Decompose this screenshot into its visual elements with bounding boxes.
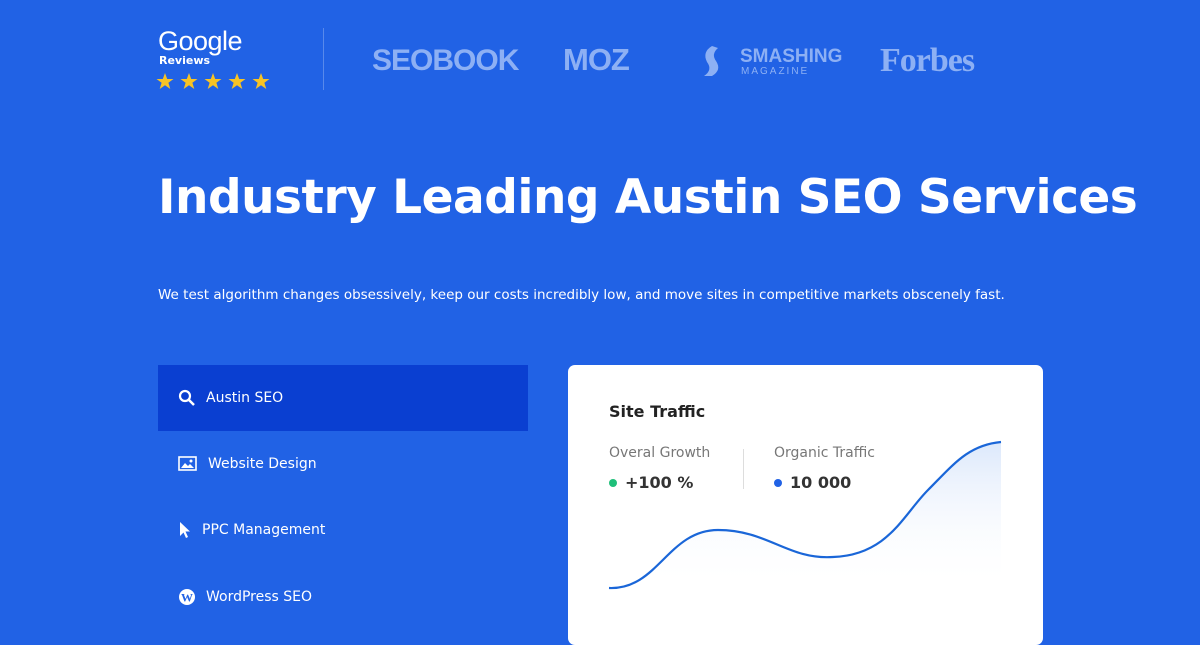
stat-value-text: +100 % — [625, 473, 694, 492]
card-title: Site Traffic — [609, 402, 706, 421]
stat-value-text: 10 000 — [790, 473, 852, 492]
menu-item[interactable]: PPC Management — [158, 497, 528, 563]
press-logos: SEOBOOK MOZ SMASHING MAGAZINE Forbes — [372, 42, 976, 79]
stat-dot — [774, 478, 782, 487]
traffic-card: Site Traffic Overal Growth +100 % Organi… — [568, 365, 1043, 645]
menu-label: Website Design — [208, 456, 317, 472]
logo: Forbes — [880, 42, 975, 79]
logo: SMASHING — [740, 46, 842, 67]
menu-label: Austin SEO — [206, 390, 284, 406]
smashing-icon — [704, 46, 719, 76]
stat-value: +100 % — [609, 473, 693, 492]
menu-item[interactable]: Austin SEO — [158, 365, 528, 431]
traffic-curve — [608, 440, 1002, 590]
menu-item[interactable]: Website Design — [158, 431, 528, 497]
google-reviews-label: Reviews — [159, 54, 211, 67]
logo: MAGAZINE — [741, 66, 809, 77]
header-divider — [323, 28, 324, 90]
menu-label: WordPress SEO — [206, 589, 313, 605]
stat-value: 10 000 — [774, 473, 851, 492]
wordpress-icon: W — [179, 589, 195, 605]
stat-divider — [743, 449, 744, 489]
google-brand: Google — [158, 26, 243, 56]
hero-subtitle: We test algorithm changes obsessively, k… — [158, 287, 1005, 303]
svg-text:W: W — [181, 591, 193, 605]
cursor-icon — [180, 522, 190, 538]
logo: SEOBOOK — [372, 44, 520, 77]
stat-label: Overal Growth — [609, 445, 711, 461]
stat-dot — [609, 478, 617, 487]
hero-title: Industry Leading Austin SEO Services — [158, 170, 1138, 225]
logo: MOZ — [563, 42, 630, 77]
page: Google Reviews SEOBOOK MOZ SMASHING MAGA… — [156, 26, 1138, 645]
image-icon — [178, 456, 197, 471]
search-icon — [178, 389, 195, 406]
stat-label: Organic Traffic — [774, 445, 875, 461]
menu-label: PPC Management — [202, 522, 326, 538]
rating-stars — [156, 73, 270, 89]
menu-item[interactable]: W WordPress SEO — [158, 564, 528, 630]
